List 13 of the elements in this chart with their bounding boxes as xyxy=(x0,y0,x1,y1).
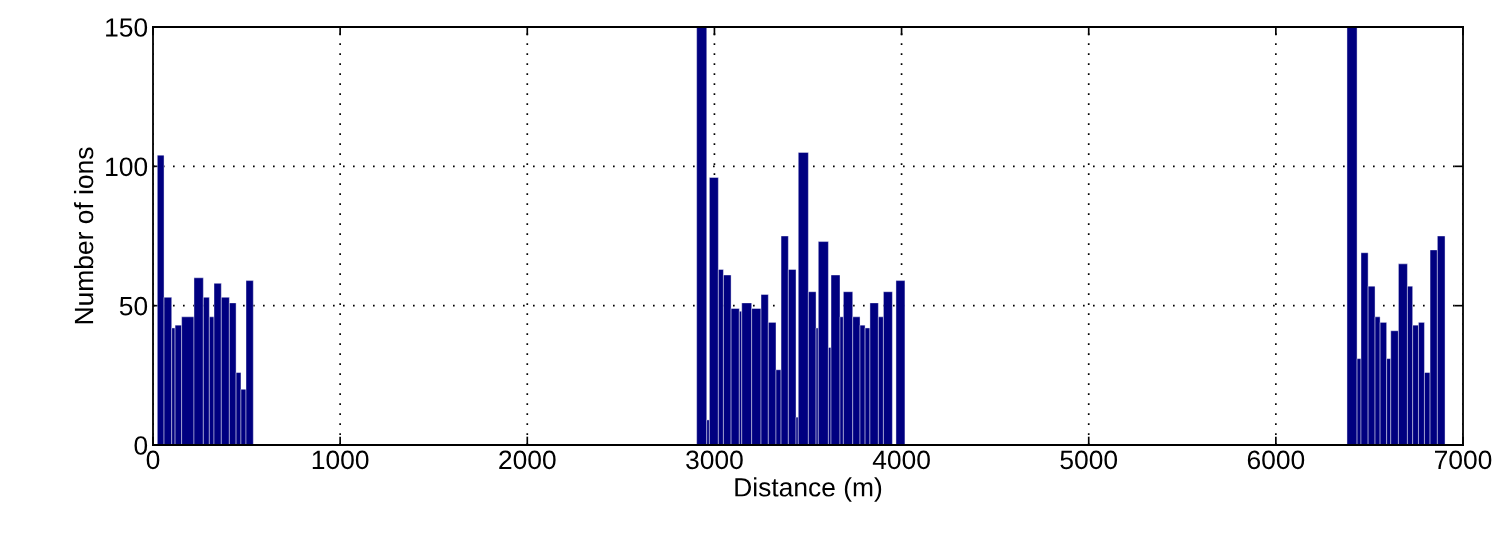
y-tick-label: 50 xyxy=(119,296,148,316)
x-tick-label: 6000 xyxy=(1247,450,1305,470)
x-tick-label: 3000 xyxy=(686,450,743,470)
x-axis-title: Distance (m) xyxy=(735,477,882,502)
y-tick-label: 100 xyxy=(106,157,148,177)
x-tick-label: 5000 xyxy=(1060,450,1118,470)
x-tick-label: 4000 xyxy=(872,450,930,470)
y-tick-label: 150 xyxy=(106,18,148,37)
y-axis-title: Number of ions xyxy=(73,147,94,324)
x-tick-label: 2000 xyxy=(499,450,556,470)
x-tick-label: 7000 xyxy=(1435,450,1492,470)
y-tick-label: 0 xyxy=(134,436,148,455)
x-tick-label: 1000 xyxy=(312,450,369,470)
